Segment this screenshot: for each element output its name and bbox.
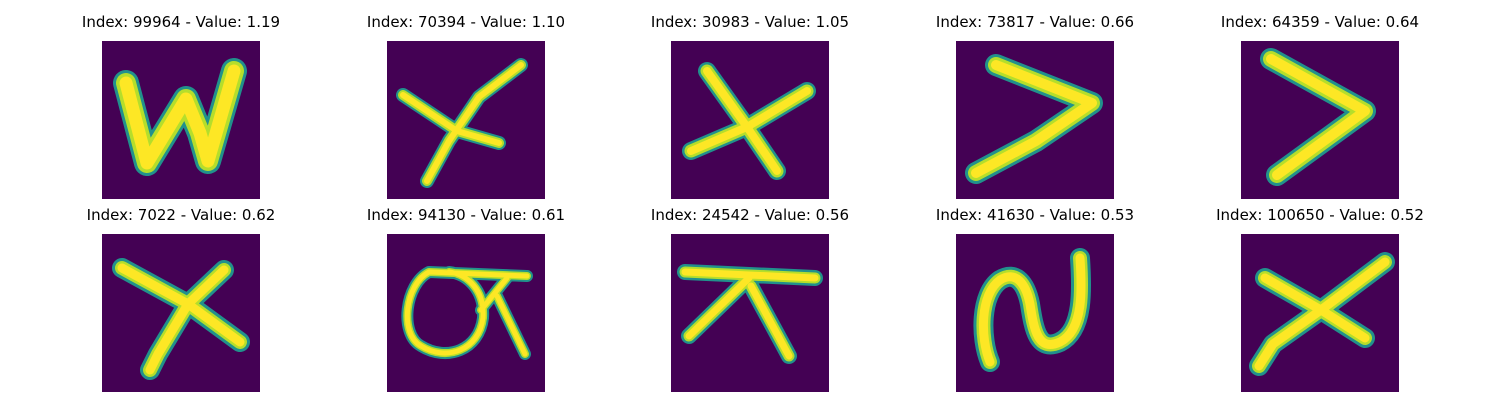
panel-title: Index: 64359 - Value: 0.64: [1220, 13, 1420, 31]
panel-title: Index: 24542 - Value: 0.56: [650, 206, 850, 224]
glyph-x-icon: [387, 41, 545, 199]
glyph-t-icon: [671, 234, 829, 392]
panel-3: Index: 30983 - Value: 1.05: [651, 13, 849, 199]
panel-7: Index: 94130 - Value: 0.61: [367, 206, 565, 392]
glyph-greater-than-icon: [956, 41, 1114, 199]
panel-2: Index: 70394 - Value: 1.10: [367, 13, 565, 199]
glyph-star-icon: [671, 41, 829, 199]
glyph-n-icon: [956, 234, 1114, 392]
panel-title: Index: 99964 - Value: 1.19: [81, 13, 281, 31]
panel-8: Index: 24542 - Value: 0.56: [651, 206, 849, 392]
panel-title: Index: 41630 - Value: 0.53: [935, 206, 1135, 224]
glyph-n-icon: [102, 41, 260, 199]
panel-title: Index: 73817 - Value: 0.66: [935, 13, 1135, 31]
glyph-greater-than-icon: [1241, 41, 1399, 199]
panel-5: Index: 64359 - Value: 0.64: [1221, 13, 1419, 199]
panel-title: Index: 94130 - Value: 0.61: [366, 206, 566, 224]
panel-10: Index: 100650 - Value: 0.52: [1216, 206, 1424, 392]
panel-4: Index: 73817 - Value: 0.66: [936, 13, 1134, 199]
glyph-circle-x-icon: [387, 234, 545, 392]
panel-title: Index: 7022 - Value: 0.62: [86, 206, 276, 224]
glyph-x-icon: [1241, 234, 1399, 392]
glyph-x-icon: [102, 234, 260, 392]
panel-1: Index: 99964 - Value: 1.19: [82, 13, 280, 199]
panel-9: Index: 41630 - Value: 0.53: [936, 206, 1134, 392]
panel-title: Index: 70394 - Value: 1.10: [366, 13, 566, 31]
panel-title: Index: 100650 - Value: 0.52: [1216, 206, 1424, 224]
panel-6: Index: 7022 - Value: 0.62: [87, 206, 275, 392]
panel-title: Index: 30983 - Value: 1.05: [650, 13, 850, 31]
